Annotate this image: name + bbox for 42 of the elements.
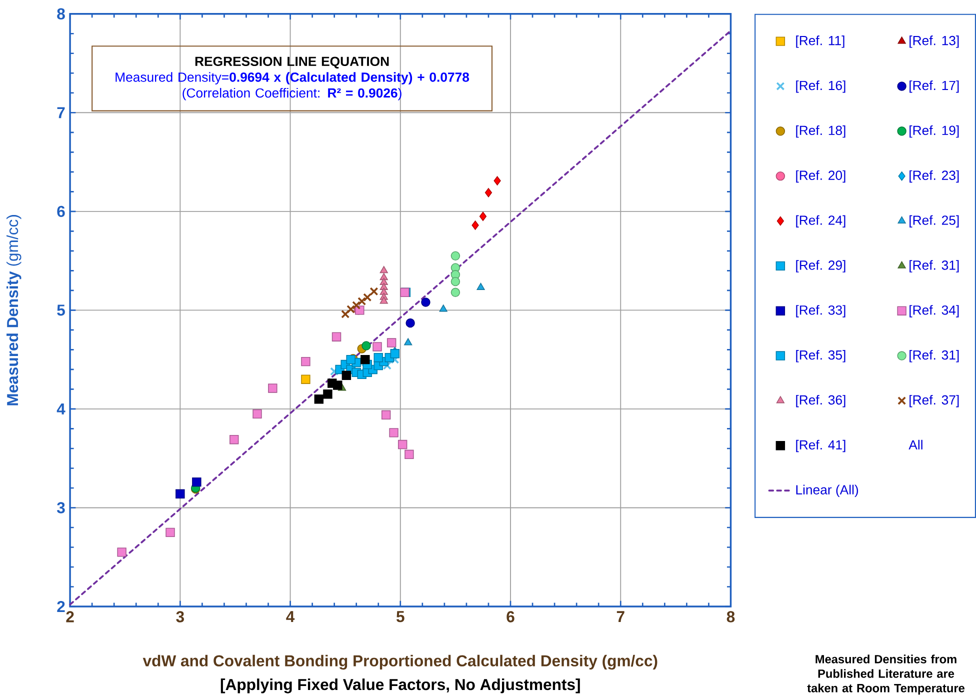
y-tick-label: 7: [57, 107, 65, 118]
y-tick-label: 4: [56, 403, 66, 414]
annotation: Measured Density=0.9694 x (Calculated Density) + 0.0778: [116, 72, 470, 84]
legend-label: [Ref. 41]: [796, 440, 846, 452]
legend-label: [Ref. 24]: [796, 215, 846, 228]
text: Measured Densities from Published Literature are taken at Room Temperature: [807, 654, 964, 695]
y-tick-label: 3: [56, 502, 65, 514]
legend-label: [Ref. 23]: [910, 170, 959, 182]
legend-label: [Ref. 17]: [910, 80, 959, 93]
legend-label: [Ref. 11]: [796, 35, 844, 48]
y-tick-label: 5: [57, 304, 65, 316]
legend-label: [Ref. 33]: [796, 304, 846, 318]
text: [Applying Fixed Value Factors, No Adjustments]: [220, 678, 580, 694]
annotation: (Correlation Coefficient: R² = 0.9026): [182, 88, 402, 100]
x-axis-title: vdW and Covalent Bonding Proportioned Calculated Density (gm/cc): [142, 654, 658, 670]
legend-label: [Ref. 29]: [796, 260, 846, 272]
legend-label: [Ref. 16]: [796, 80, 846, 93]
y-tick-label: 6: [57, 206, 65, 217]
text: All: [908, 440, 922, 450]
legend-label: Linear (All): [796, 484, 858, 497]
legend-label: [Ref. 18]: [796, 125, 846, 138]
legend-label: [Ref. 31]: [910, 260, 959, 272]
x-tick-label: 4: [286, 611, 295, 622]
y-tick-label: 2: [57, 600, 65, 612]
legend-label: [Ref. 37]: [910, 394, 959, 408]
legend-label: [Ref. 36]: [796, 394, 846, 408]
x-tick-label: 6: [506, 611, 514, 622]
legend-label: [Ref. 35]: [796, 350, 846, 362]
legend-label: [Ref. 13]: [910, 35, 959, 48]
legend-label: [Ref. 20]: [796, 170, 846, 182]
annotation: REGRESSION LINE EQUATION: [195, 56, 389, 68]
x-tick-label: 8: [726, 611, 735, 622]
x-tick-label: 3: [176, 611, 184, 622]
legend-label: [Ref. 25]: [910, 215, 959, 228]
y-tick-label: 8: [57, 8, 65, 20]
legend-label: [Ref. 19]: [910, 125, 959, 138]
y-axis-title: Measured Density (gm/cc): [6, 214, 22, 406]
legend-label: [Ref. 31]: [910, 350, 959, 362]
x-tick-label: 2: [66, 611, 74, 622]
x-tick-label: 7: [616, 611, 624, 622]
x-tick-label: 5: [396, 611, 404, 622]
legend-label: [Ref. 34]: [910, 304, 959, 318]
